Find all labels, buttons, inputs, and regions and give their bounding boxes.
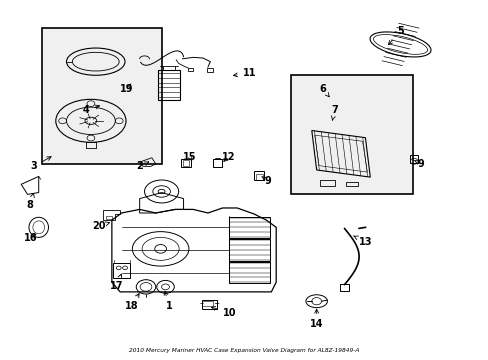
Text: 5: 5 bbox=[387, 26, 403, 45]
Bar bbox=[182, 160, 189, 166]
Bar bbox=[339, 284, 348, 291]
Text: 9: 9 bbox=[414, 159, 424, 169]
Bar bbox=[201, 300, 217, 309]
Text: 2010 Mercury Mariner HVAC Case Expansion Valve Diagram for AL8Z-19849-A: 2010 Mercury Mariner HVAC Case Expansion… bbox=[129, 348, 359, 353]
Text: 8: 8 bbox=[26, 193, 34, 210]
Text: 13: 13 bbox=[353, 236, 371, 247]
Text: 19: 19 bbox=[120, 84, 133, 94]
Bar bbox=[113, 263, 130, 278]
Text: 15: 15 bbox=[183, 152, 196, 162]
Bar bbox=[320, 180, 334, 185]
Text: 12: 12 bbox=[222, 152, 235, 162]
Bar bbox=[202, 301, 212, 306]
Text: 10: 10 bbox=[211, 306, 236, 318]
Text: 6: 6 bbox=[319, 84, 328, 97]
Text: 3: 3 bbox=[30, 157, 51, 171]
Bar bbox=[228, 262, 269, 283]
Text: 18: 18 bbox=[124, 294, 139, 311]
Text: 11: 11 bbox=[233, 68, 256, 78]
Text: 2: 2 bbox=[136, 161, 148, 171]
Bar bbox=[228, 217, 269, 238]
Bar bbox=[106, 216, 112, 219]
Bar bbox=[409, 155, 417, 163]
Text: 20: 20 bbox=[92, 221, 109, 231]
Bar bbox=[42, 28, 161, 164]
Text: 4: 4 bbox=[82, 105, 100, 115]
Text: 17: 17 bbox=[110, 274, 123, 291]
Bar bbox=[207, 68, 213, 72]
Bar bbox=[228, 239, 269, 261]
Bar bbox=[345, 182, 357, 186]
Text: 1: 1 bbox=[164, 291, 172, 311]
Bar bbox=[254, 171, 264, 180]
Bar bbox=[181, 159, 190, 167]
Text: 7: 7 bbox=[331, 105, 337, 121]
Bar bbox=[255, 174, 262, 180]
Bar bbox=[188, 68, 193, 71]
Text: 14: 14 bbox=[309, 309, 323, 329]
Bar bbox=[213, 159, 222, 167]
Text: 16: 16 bbox=[24, 233, 38, 243]
Bar bbox=[290, 75, 412, 194]
Bar bbox=[158, 70, 180, 100]
Text: 9: 9 bbox=[261, 176, 271, 186]
